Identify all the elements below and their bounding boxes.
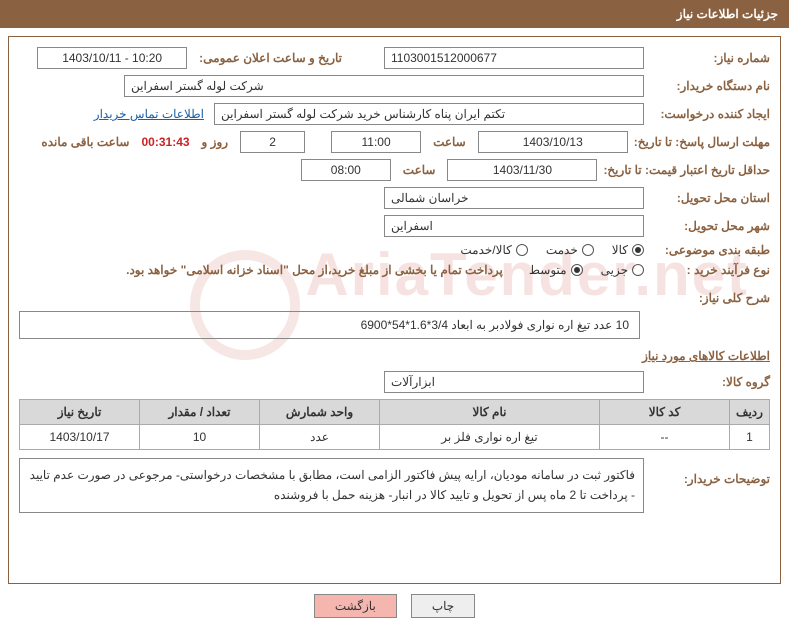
buyer-org-label: نام دستگاه خریدار: <box>650 79 770 93</box>
td-qty: 10 <box>140 425 260 450</box>
th-qty: تعداد / مقدار <box>140 400 260 425</box>
buyer-note-label: توضیحات خریدار: <box>650 458 770 486</box>
process-radio-group: جزیی متوسط <box>529 263 644 277</box>
radio-goods[interactable]: کالا <box>612 243 644 257</box>
th-date: تاریخ نیاز <box>20 400 140 425</box>
city-label: شهر محل تحویل: <box>650 219 770 233</box>
process-label: نوع فرآیند خرید : <box>650 263 770 277</box>
overall-desc-box: 10 عدد تیغ اره نواری فولادبر به ابعاد 3/… <box>19 311 640 339</box>
radio-partial-label: جزیی <box>601 263 628 277</box>
requester-label: ایجاد کننده درخواست: <box>650 107 770 121</box>
radio-medium[interactable]: متوسط <box>529 263 583 277</box>
radio-dot-medium <box>571 264 583 276</box>
radio-goods-label: کالا <box>612 243 628 257</box>
buyer-note-box: فاکتور ثبت در سامانه مودیان، ارایه پیش ف… <box>19 458 644 513</box>
th-name: نام کالا <box>380 400 600 425</box>
th-code: کد کالا <box>600 400 730 425</box>
classification-radio-group: کالا خدمت کالا/خدمت <box>460 243 644 257</box>
radio-partial[interactable]: جزیی <box>601 263 644 277</box>
td-row: 1 <box>730 425 770 450</box>
goods-table: ردیف کد کالا نام کالا واحد شمارش تعداد /… <box>19 399 770 450</box>
time-word-1: ساعت <box>427 135 472 149</box>
radio-both-label: کالا/خدمت <box>460 243 511 257</box>
radio-both[interactable]: کالا/خدمت <box>460 243 527 257</box>
goods-section-title: اطلاعات کالاهای مورد نیاز <box>19 349 770 363</box>
announce-field: 1403/10/11 - 10:20 <box>37 47 187 69</box>
td-date: 1403/10/17 <box>20 425 140 450</box>
province-field: خراسان شمالی <box>384 187 644 209</box>
remain-label: ساعت باقی مانده <box>35 135 135 149</box>
radio-dot-partial <box>632 264 644 276</box>
payment-note: پرداخت تمام یا بخشی از مبلغ خرید،از محل … <box>126 263 503 277</box>
th-row: ردیف <box>730 400 770 425</box>
radio-medium-label: متوسط <box>529 263 567 277</box>
radio-dot-service <box>582 244 594 256</box>
reply-time-field: 11:00 <box>331 131 421 153</box>
th-unit: واحد شمارش <box>260 400 380 425</box>
td-name: تیغ اره نواری فلز بر <box>380 425 600 450</box>
goods-group-label: گروه کالا: <box>650 375 770 389</box>
radio-dot-both <box>516 244 528 256</box>
radio-service-label: خدمت <box>546 243 578 257</box>
buyer-contact-link[interactable]: اطلاعات تماس خریدار <box>90 107 208 121</box>
table-row: 1 -- تیغ اره نواری فلز بر عدد 10 1403/10… <box>20 425 770 450</box>
header-title: جزئیات اطلاعات نیاز <box>0 0 789 28</box>
reply-deadline-label: مهلت ارسال پاسخ: تا تاریخ: <box>634 135 770 149</box>
td-unit: عدد <box>260 425 380 450</box>
need-number-label: شماره نیاز: <box>650 51 770 65</box>
day-and-label: روز و <box>196 135 235 149</box>
reply-date-field: 1403/10/13 <box>478 131 628 153</box>
radio-service[interactable]: خدمت <box>546 243 594 257</box>
radio-dot-goods <box>632 244 644 256</box>
days-field: 2 <box>240 131 305 153</box>
announce-label: تاریخ و ساعت اعلان عمومی: <box>193 51 348 65</box>
province-label: استان محل تحویل: <box>650 191 770 205</box>
goods-group-field: ابزارآلات <box>384 371 644 393</box>
validity-label: حداقل تاریخ اعتبار قیمت: تا تاریخ: <box>603 163 770 177</box>
requester-field: تکتم ایران پناه کارشناس خرید شرکت لوله گ… <box>214 103 644 125</box>
buyer-org-field: شرکت لوله گستر اسفراین <box>124 75 644 97</box>
need-number-field: 1103001512000677 <box>384 47 644 69</box>
td-code: -- <box>600 425 730 450</box>
table-header-row: ردیف کد کالا نام کالا واحد شمارش تعداد /… <box>20 400 770 425</box>
time-word-2: ساعت <box>397 163 442 177</box>
overall-label: شرح کلی نیاز: <box>650 291 770 305</box>
validity-time-field: 08:00 <box>301 159 391 181</box>
validity-date-field: 1403/11/30 <box>447 159 597 181</box>
countdown-timer: 00:31:43 <box>142 135 190 149</box>
classification-label: طبقه بندی موضوعی: <box>650 243 770 257</box>
main-container: شماره نیاز: 1103001512000677 تاریخ و ساع… <box>8 36 781 584</box>
city-field: اسفراین <box>384 215 644 237</box>
